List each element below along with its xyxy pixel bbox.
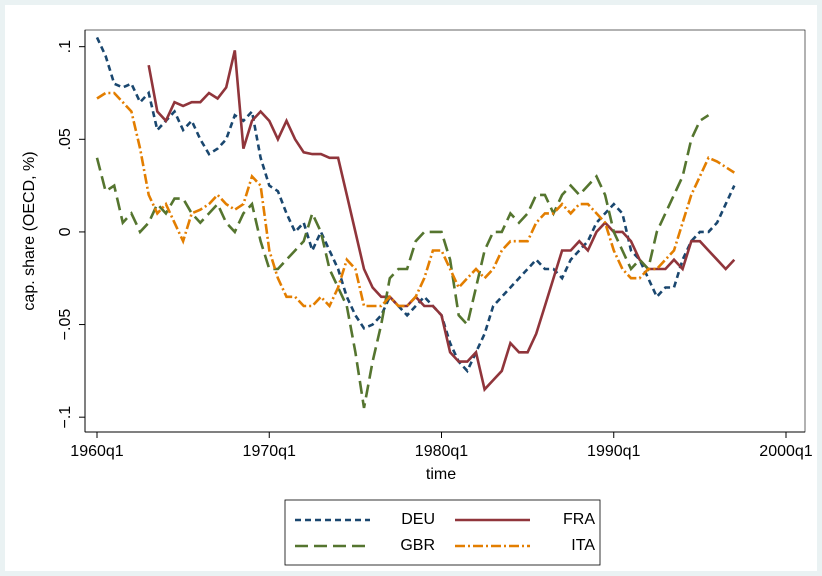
x-tick-label: 1960q1 [70, 443, 123, 460]
legend-label: DEU [401, 511, 435, 528]
x-tick-label: 1980q1 [415, 443, 468, 460]
series-line [95, 114, 710, 409]
x-tick-label: 1970q1 [243, 443, 296, 460]
y-tick-label: −.05 [57, 309, 74, 341]
y-tick-label: −.1 [57, 406, 74, 429]
x-tick-label: 1990q1 [587, 443, 640, 460]
plot-area [84, 29, 806, 433]
y-tick-label: .1 [57, 40, 74, 53]
legend-label: GBR [400, 537, 435, 554]
legend-box [284, 499, 601, 566]
x-tick-label: 2000q1 [759, 443, 812, 460]
y-axis-label: cap. share (OECD, %) [21, 151, 38, 310]
series-line [96, 91, 736, 309]
legend-label: FRA [563, 511, 595, 528]
y-tick-label: .05 [57, 128, 74, 150]
series-line [147, 50, 736, 393]
legend-label: ITA [571, 537, 595, 554]
y-tick-label: 0 [57, 227, 74, 236]
x-axis-label: time [426, 466, 456, 483]
